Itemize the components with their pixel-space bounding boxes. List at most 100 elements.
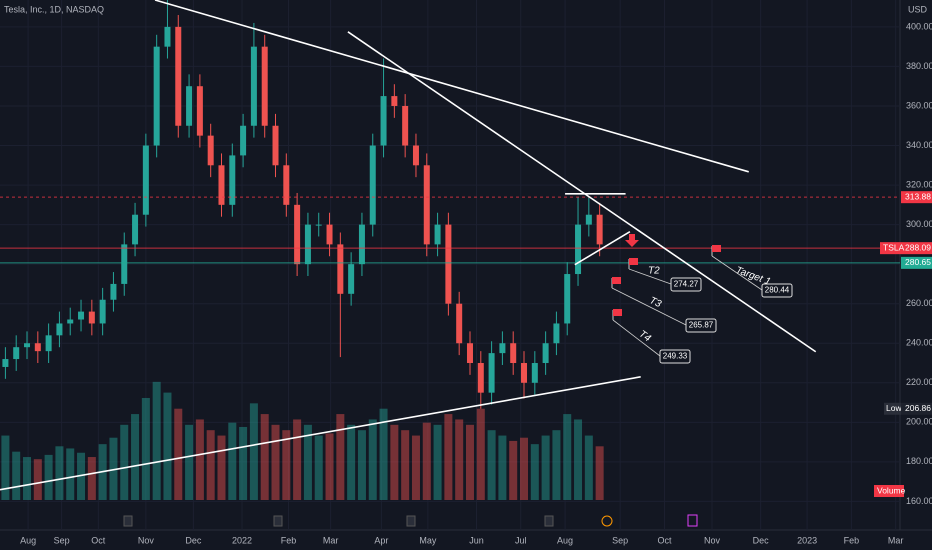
candle-body <box>423 165 430 245</box>
trendline <box>0 376 641 491</box>
volume-bar <box>476 408 485 500</box>
target-value: 265.87 <box>689 321 714 330</box>
candle-body <box>542 343 549 364</box>
event-marker <box>406 515 416 527</box>
candle-body <box>391 96 398 106</box>
candle-body <box>466 343 473 364</box>
volume-bar <box>77 452 86 500</box>
y-tick-label: 320.00 <box>906 179 932 189</box>
volume-bar <box>44 454 53 500</box>
flag <box>629 258 638 265</box>
volume-bar <box>433 424 442 500</box>
y-tick-label: 300.00 <box>906 219 932 229</box>
leader-line <box>711 255 763 291</box>
candle-body <box>585 214 592 225</box>
volume-bar <box>552 430 561 500</box>
event-marker <box>123 515 133 527</box>
volume-bar <box>465 424 474 500</box>
volume-bar <box>541 435 550 500</box>
volume-bar <box>487 430 496 500</box>
candle-body <box>369 145 376 225</box>
volume-bar <box>411 435 420 500</box>
volume-bar <box>368 419 377 500</box>
volume-bar <box>249 403 258 500</box>
trendline <box>154 0 749 173</box>
candle-body <box>315 224 322 226</box>
volume-bar <box>509 440 518 500</box>
volume-bar <box>141 397 150 500</box>
volume-bar <box>87 457 96 500</box>
candle-body <box>2 359 9 367</box>
volume-bar <box>195 419 204 500</box>
candle-body <box>99 299 106 324</box>
volume-bar <box>303 424 312 500</box>
price-tag-value: 280.65 <box>905 257 931 267</box>
x-tick-label: Sep <box>612 535 628 545</box>
x-tick-label: Oct <box>91 535 106 545</box>
volume-bar <box>260 414 269 500</box>
volume-bar <box>66 448 75 500</box>
volume-bar <box>282 430 291 500</box>
x-tick-label: Feb <box>844 535 860 545</box>
flag <box>613 309 622 316</box>
volume-bar <box>217 435 226 500</box>
price-tag <box>901 242 932 255</box>
x-tick-label: Aug <box>20 535 36 545</box>
x-tick-label: Nov <box>138 535 155 545</box>
target-box <box>670 277 702 292</box>
price-tag-value: 313.88 <box>905 191 931 201</box>
candle-body <box>250 46 257 126</box>
volume-bar <box>314 435 323 500</box>
currency: USD <box>908 4 928 14</box>
candle-body <box>186 86 193 126</box>
low-tag-label: Low <box>886 403 902 413</box>
volume-bar <box>1 435 10 500</box>
candle-body <box>132 214 139 245</box>
volume-bar <box>293 419 302 500</box>
candle-body <box>564 274 571 324</box>
volume-bar <box>163 392 172 500</box>
volume-bar <box>325 433 334 500</box>
target-value: 280.44 <box>765 286 790 295</box>
event-marker <box>544 515 554 527</box>
target-box <box>761 283 793 298</box>
earnings-marker <box>687 514 698 527</box>
x-tick-label: Jun <box>469 535 484 545</box>
candle-body <box>553 323 560 344</box>
candle-body <box>380 96 387 146</box>
target-label: T3 <box>648 295 664 310</box>
y-tick-label: 340.00 <box>906 140 932 150</box>
candle-body <box>272 125 279 166</box>
x-tick-label: Feb <box>281 535 297 545</box>
y-tick-label: 400.00 <box>906 21 932 31</box>
volume-bar <box>401 430 410 500</box>
leader-line <box>611 287 687 326</box>
candle-body <box>456 303 463 344</box>
volume-bar <box>12 451 21 500</box>
candle-body <box>110 283 117 300</box>
low-tag-value: 206.86 <box>905 403 931 413</box>
x-tick-label: May <box>419 535 437 545</box>
candle-body <box>218 165 225 205</box>
y-tick-label: 200.00 <box>906 417 932 427</box>
candle-body <box>596 214 603 245</box>
candle-body <box>575 224 582 275</box>
volume-bar <box>336 414 345 500</box>
target-value: 249.33 <box>663 352 688 361</box>
low-tag-box <box>901 402 932 415</box>
candle-body <box>78 311 85 320</box>
volume-bar <box>422 422 431 500</box>
candle-body <box>175 26 182 126</box>
candle-body <box>45 335 52 352</box>
y-tick-label: 160.00 <box>906 496 932 506</box>
candle-body <box>434 224 441 245</box>
flag <box>712 245 721 252</box>
volume-tag-label: Volume <box>877 485 906 495</box>
candle-body <box>326 224 333 245</box>
x-tick-label: Aug <box>557 535 573 545</box>
price-tag <box>901 256 932 269</box>
trendline <box>574 231 631 266</box>
volume-bar <box>239 426 248 500</box>
x-tick-label: 2022 <box>232 535 252 545</box>
candle-body <box>207 135 214 166</box>
